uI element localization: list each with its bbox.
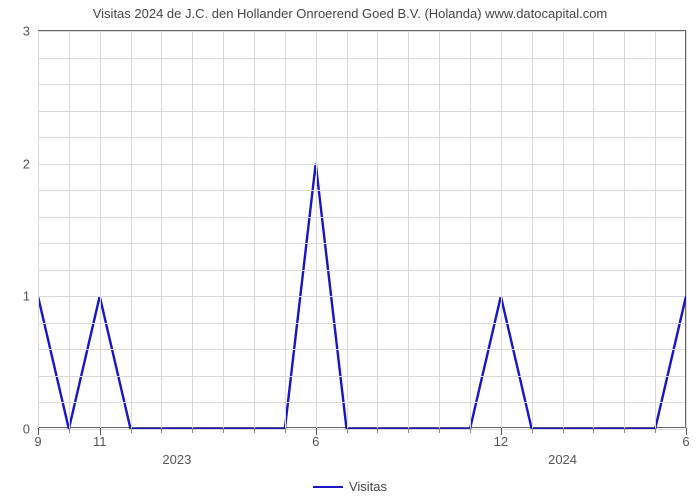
x-tick-label: 9 xyxy=(34,428,41,449)
grid-line-h xyxy=(38,164,685,165)
grid-line-h-minor xyxy=(38,243,685,244)
grid-line-h-minor xyxy=(38,402,685,403)
y-tick-label: 1 xyxy=(23,289,38,304)
x-tick-label: 6 xyxy=(682,428,689,449)
x-tick-label: 11 xyxy=(93,428,107,449)
grid-line-h-minor xyxy=(38,323,685,324)
grid-line-v xyxy=(285,31,286,428)
grid-line-h-minor xyxy=(38,58,685,59)
x-tick-minor xyxy=(655,428,656,433)
grid-line-h xyxy=(38,31,685,32)
legend-swatch xyxy=(313,486,343,488)
x-tick-minor xyxy=(254,428,255,433)
grid-line-v xyxy=(223,31,224,428)
grid-line-v xyxy=(347,31,348,428)
chart-title: Visitas 2024 de J.C. den Hollander Onroe… xyxy=(0,6,700,21)
grid-line-v xyxy=(69,31,70,428)
grid-line-v xyxy=(192,31,193,428)
grid-line-v xyxy=(377,31,378,428)
legend: Visitas xyxy=(313,479,387,494)
x-tick-minor xyxy=(439,428,440,433)
x-tick-minor xyxy=(377,428,378,433)
grid-line-v xyxy=(408,31,409,428)
grid-line-v xyxy=(624,31,625,428)
x-tick-minor xyxy=(624,428,625,433)
grid-line-v xyxy=(501,31,502,428)
grid-line-h-minor xyxy=(38,270,685,271)
x-tick-minor xyxy=(285,428,286,433)
x-tick-minor xyxy=(223,428,224,433)
x-tick-minor xyxy=(408,428,409,433)
grid-line-v xyxy=(100,31,101,428)
x-era-label: 2024 xyxy=(548,452,577,467)
grid-line-h-minor xyxy=(38,111,685,112)
grid-line-v xyxy=(593,31,594,428)
x-tick-minor xyxy=(69,428,70,433)
grid-line-h-minor xyxy=(38,376,685,377)
line-chart: Visitas 2024 de J.C. den Hollander Onroe… xyxy=(0,0,700,500)
y-tick-label: 2 xyxy=(23,156,38,171)
y-tick-label: 3 xyxy=(23,24,38,39)
grid-line-v xyxy=(161,31,162,428)
x-tick-minor xyxy=(563,428,564,433)
grid-line-h-minor xyxy=(38,190,685,191)
grid-line-h-minor xyxy=(38,137,685,138)
grid-line-h xyxy=(38,296,685,297)
plot-area: 0123911612620232024 xyxy=(38,30,686,428)
x-tick-label: 12 xyxy=(494,428,508,449)
grid-line-v xyxy=(316,31,317,428)
x-tick-minor xyxy=(192,428,193,433)
grid-line-v xyxy=(254,31,255,428)
grid-line-v xyxy=(131,31,132,428)
grid-line-v xyxy=(470,31,471,428)
grid-line-v xyxy=(563,31,564,428)
x-tick-minor xyxy=(131,428,132,433)
x-tick-minor xyxy=(593,428,594,433)
grid-line-h-minor xyxy=(38,217,685,218)
grid-line-h-minor xyxy=(38,349,685,350)
x-tick-minor xyxy=(347,428,348,433)
grid-line-h-minor xyxy=(38,84,685,85)
x-tick-minor xyxy=(532,428,533,433)
grid-line-v xyxy=(439,31,440,428)
legend-label: Visitas xyxy=(349,479,387,494)
grid-line-v xyxy=(655,31,656,428)
series-line xyxy=(38,31,686,429)
grid-line-v xyxy=(532,31,533,428)
x-tick-label: 6 xyxy=(312,428,319,449)
grid-line-h xyxy=(38,429,685,430)
grid-line-v xyxy=(686,31,687,428)
grid-line-v xyxy=(38,31,39,428)
x-tick-minor xyxy=(470,428,471,433)
x-era-label: 2023 xyxy=(162,452,191,467)
x-tick-minor xyxy=(161,428,162,433)
